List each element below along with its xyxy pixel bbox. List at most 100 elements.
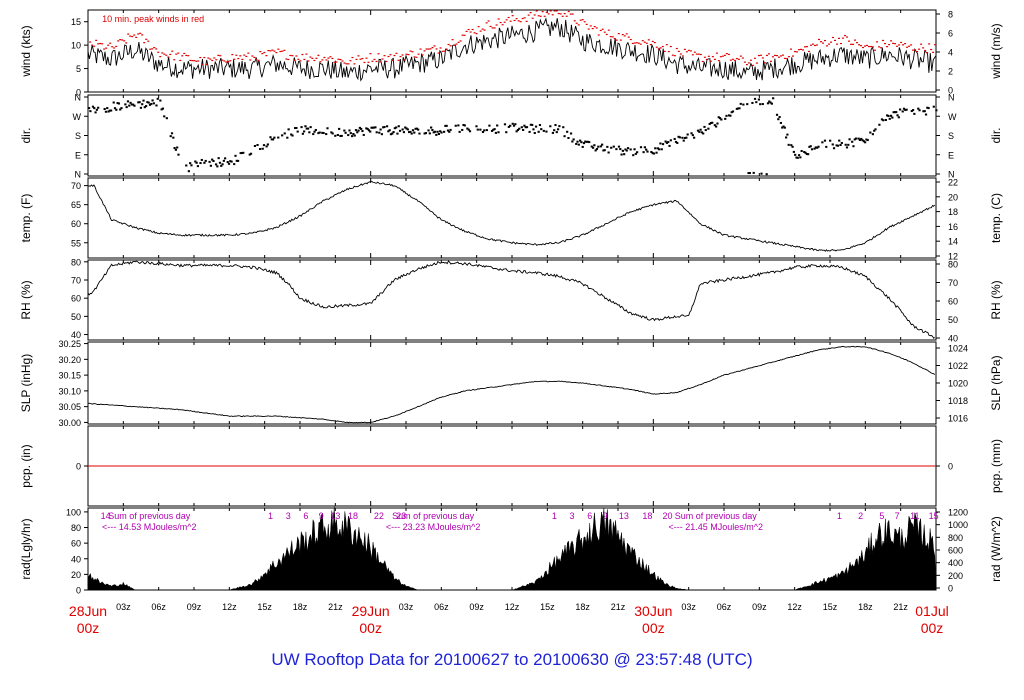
direction-point	[524, 126, 527, 129]
direction-point	[667, 141, 670, 144]
direction-point	[724, 117, 727, 120]
direction-point	[353, 134, 356, 137]
direction-point	[785, 136, 788, 139]
direction-point	[759, 103, 762, 106]
direction-point	[889, 114, 893, 117]
hour-tick-label: 03z	[399, 602, 414, 612]
direction-point	[935, 109, 938, 112]
direction-point	[330, 131, 333, 134]
direction-point	[886, 114, 889, 117]
hour-tick-label: 06z	[434, 602, 449, 612]
direction-point	[468, 130, 472, 133]
direction-point	[636, 151, 639, 154]
direction-point	[751, 101, 754, 104]
tick-label-right: 600	[948, 546, 963, 556]
hour-tick-label: 21z	[893, 602, 908, 612]
direction-point	[757, 98, 761, 101]
direction-point	[839, 144, 842, 147]
direction-point	[676, 141, 679, 144]
direction-point	[728, 114, 731, 117]
direction-point	[395, 126, 398, 129]
direction-point	[156, 97, 159, 100]
direction-point	[913, 112, 916, 115]
direction-point	[373, 126, 376, 129]
tick-label-left: 40	[71, 330, 81, 340]
direction-point	[113, 107, 117, 110]
tick-label-left: 100	[66, 507, 81, 517]
direction-point	[467, 128, 470, 131]
direction-point	[334, 134, 337, 137]
direction-point	[155, 104, 158, 107]
direction-point	[293, 127, 297, 130]
day-label-hour: 00z	[921, 620, 944, 636]
direction-point	[650, 150, 653, 153]
direction-point	[349, 132, 352, 135]
sum-label: Sum of previous day	[108, 511, 191, 521]
sun-hour-label: 1	[837, 511, 842, 521]
direction-point	[169, 135, 172, 138]
direction-point	[584, 140, 587, 143]
direction-point	[391, 132, 394, 135]
ylabel-left-4: RH (%)	[19, 280, 33, 319]
sun-hour-label: 14	[101, 511, 111, 521]
tick-label-right: S	[948, 131, 954, 141]
direction-point	[888, 117, 891, 120]
direction-point	[378, 131, 381, 134]
hour-tick-label: 03z	[681, 602, 696, 612]
direction-point	[866, 139, 869, 142]
direction-point	[829, 139, 832, 142]
direction-point	[248, 153, 251, 156]
direction-point	[137, 101, 140, 104]
direction-point	[779, 121, 783, 124]
direction-point	[249, 152, 253, 155]
direction-point	[462, 123, 465, 126]
direction-point	[382, 126, 385, 129]
direction-point	[239, 152, 242, 155]
direction-point	[725, 114, 728, 117]
direction-point	[696, 129, 700, 132]
direction-point	[817, 145, 820, 148]
panel-frame-4	[87, 259, 937, 341]
tick-label-right: W	[948, 112, 957, 122]
direction-point	[683, 136, 687, 139]
tick-label-left: 65	[71, 200, 81, 210]
direction-point	[674, 140, 678, 143]
direction-point	[242, 151, 245, 154]
direction-point	[174, 148, 178, 151]
direction-point	[269, 136, 272, 139]
direction-point	[354, 129, 358, 132]
direction-point	[194, 160, 197, 163]
direction-point	[397, 125, 400, 128]
direction-point	[485, 129, 488, 132]
sun-hour-label: 7	[895, 511, 900, 521]
direction-point	[93, 107, 96, 110]
direction-point	[393, 127, 396, 130]
tick-label-right: 22	[948, 178, 958, 188]
direction-point	[433, 130, 437, 133]
direction-point	[861, 139, 864, 142]
direction-point	[360, 127, 363, 130]
direction-point	[512, 124, 516, 127]
direction-point	[735, 107, 738, 110]
tick-label-left: 30.20	[58, 355, 81, 365]
direction-point	[838, 139, 841, 142]
tick-label-left: E	[75, 150, 81, 160]
direction-point	[823, 139, 827, 142]
direction-point	[738, 107, 741, 110]
ylabel-right-5: SLP (hPa)	[989, 355, 1003, 410]
direction-point	[357, 129, 360, 132]
direction-point	[119, 108, 122, 111]
direction-point	[415, 127, 418, 130]
direction-point	[173, 147, 176, 150]
direction-point	[747, 172, 750, 175]
direction-point	[575, 142, 578, 145]
direction-point	[629, 148, 632, 151]
tick-label-left: 30.25	[58, 339, 81, 349]
direction-point	[300, 126, 303, 129]
tick-label-left: 80	[71, 523, 81, 533]
direction-point	[658, 148, 661, 151]
direction-point	[290, 133, 293, 136]
direction-point	[825, 145, 828, 148]
direction-point	[639, 146, 643, 149]
direction-point	[832, 147, 836, 150]
